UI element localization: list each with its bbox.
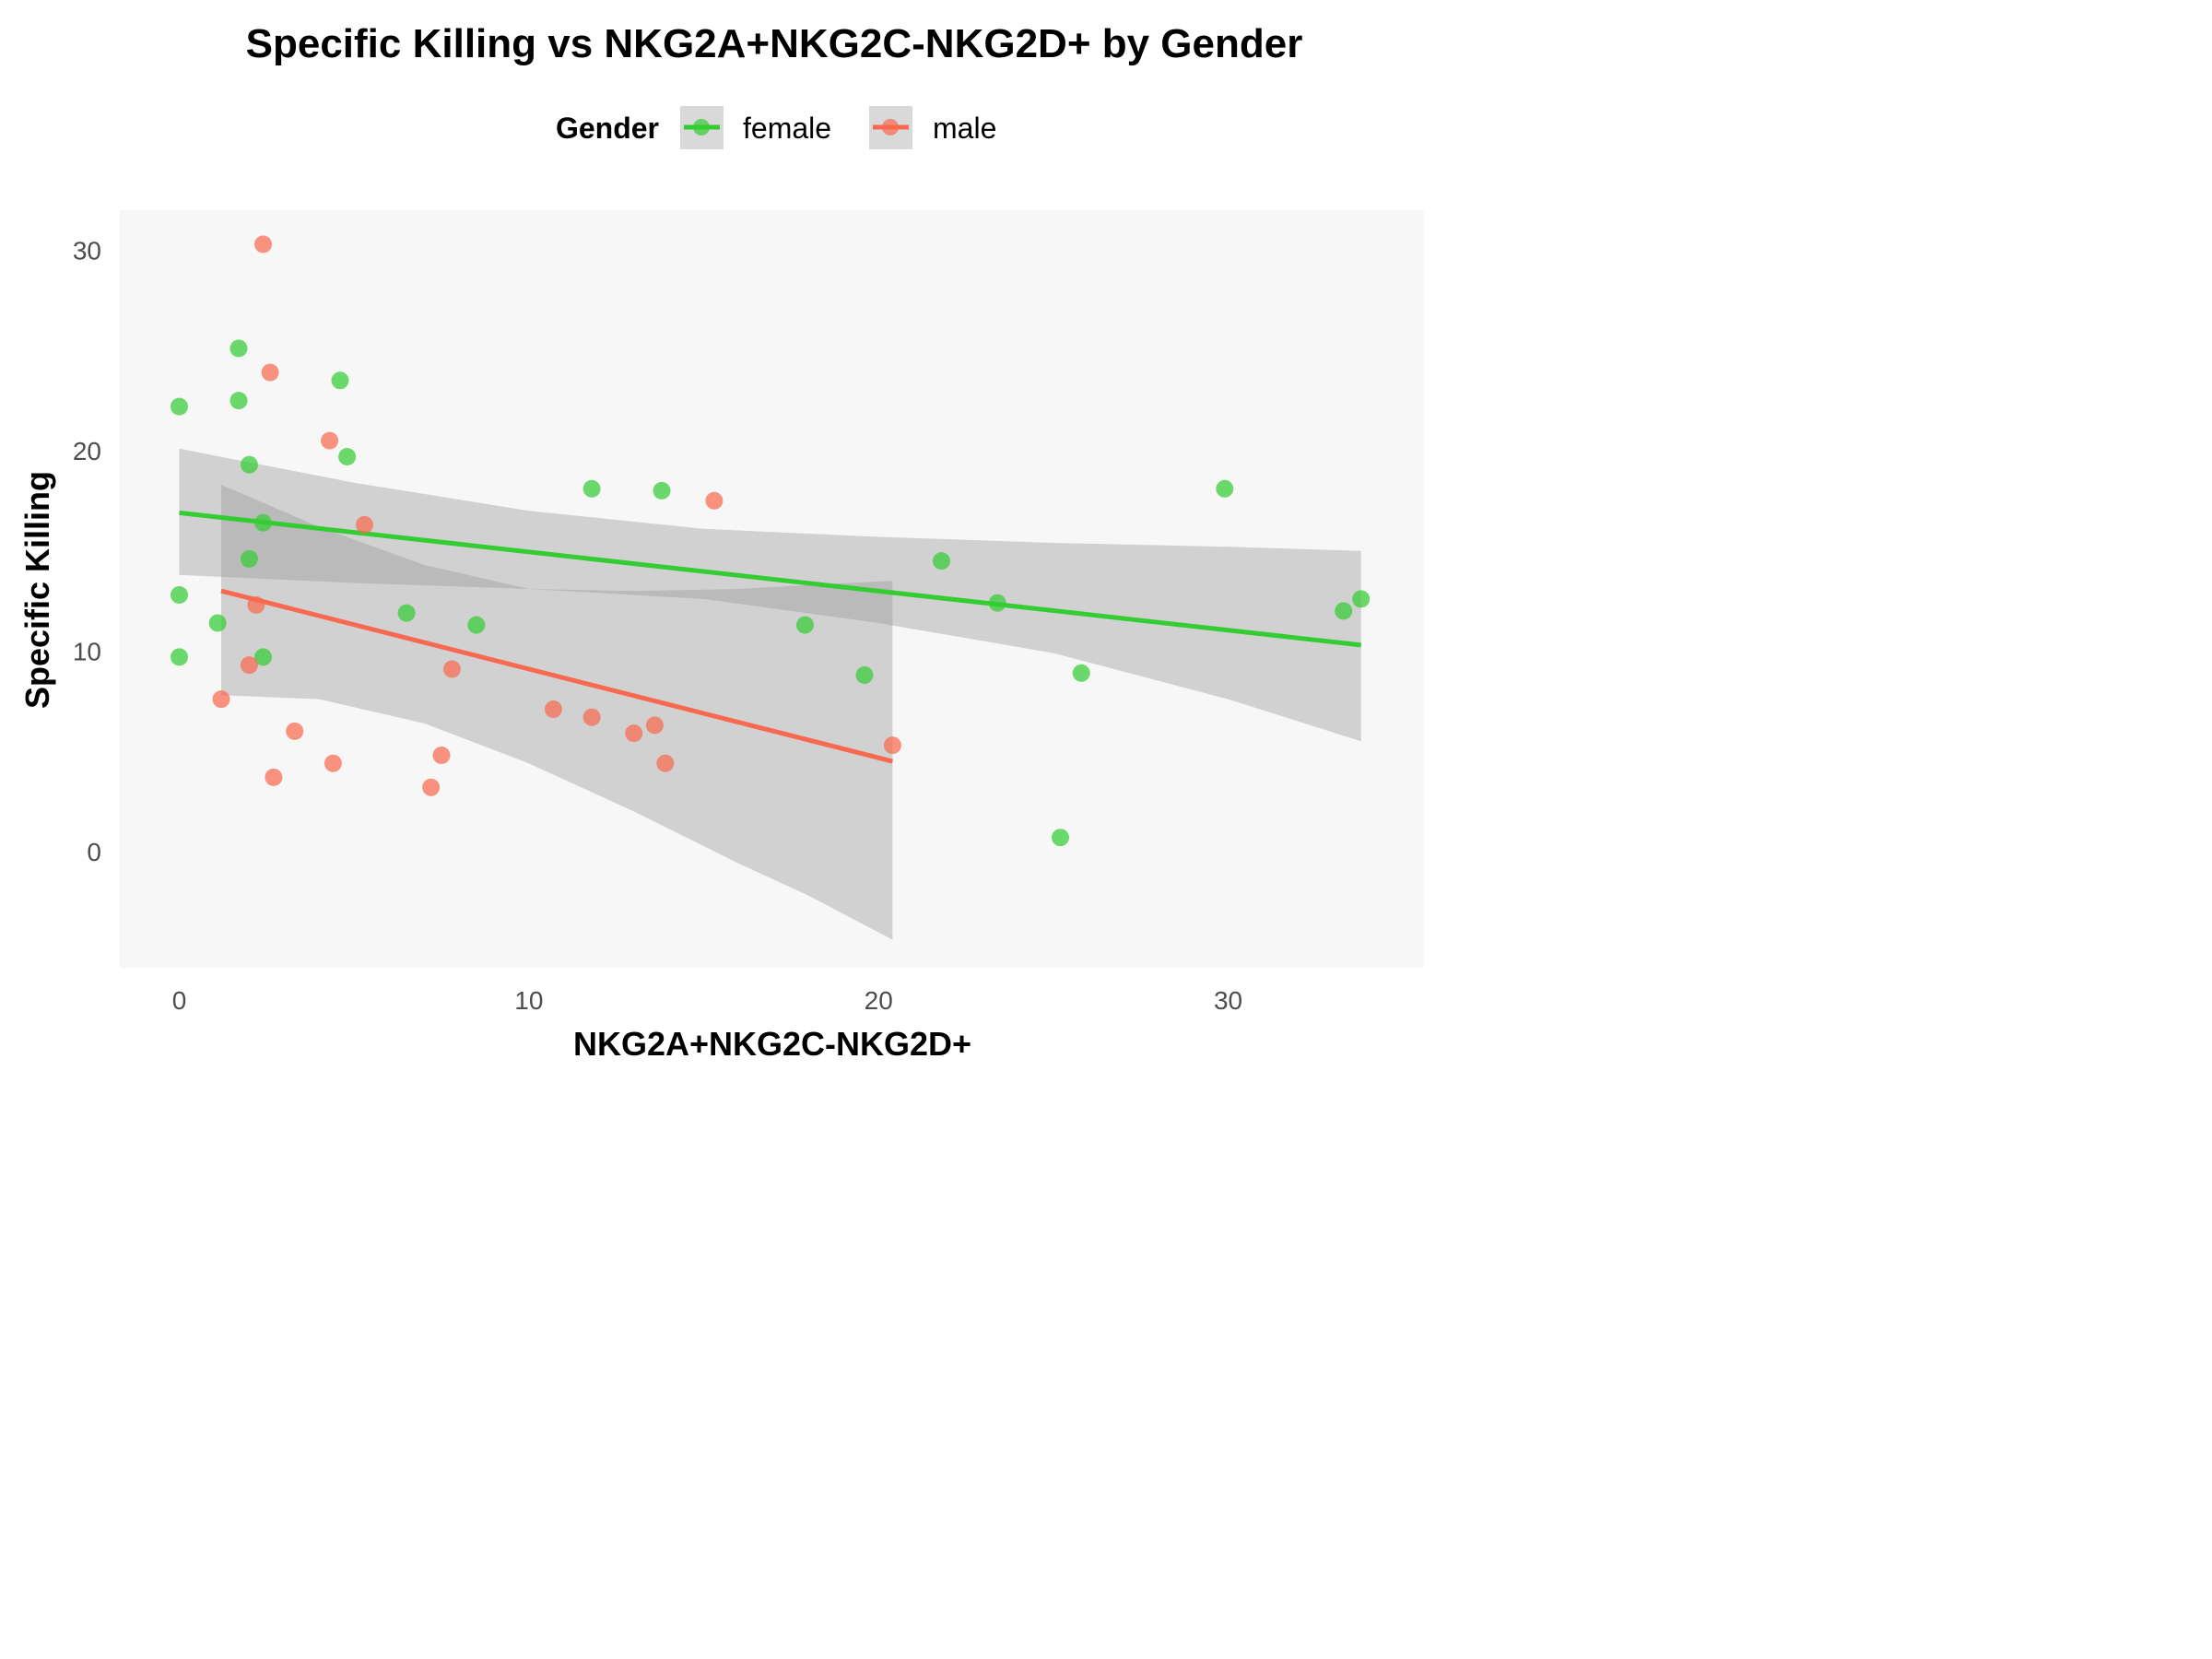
legend-item-male: male xyxy=(869,106,996,149)
point-male xyxy=(442,660,461,678)
chart-title: Specific Killing vs NKG2A+NKG2C-NKG2D+ b… xyxy=(246,21,1303,66)
point-male xyxy=(656,754,675,772)
point-female xyxy=(229,392,248,410)
point-female xyxy=(582,479,601,498)
legend-marker-male xyxy=(882,119,899,135)
point-male xyxy=(582,708,601,726)
point-male xyxy=(883,736,901,755)
point-male xyxy=(356,515,373,534)
point-female xyxy=(240,549,258,568)
point-male xyxy=(321,431,339,450)
point-female xyxy=(796,616,814,634)
point-female xyxy=(171,586,188,604)
point-female xyxy=(338,448,357,465)
scatter-chart: Specific Killing vs NKG2A+NKG2C-NKG2D+ b… xyxy=(18,21,1424,1063)
point-male xyxy=(432,747,451,764)
legend-marker-female xyxy=(693,119,710,135)
x-axis-ticks: 0 10 20 30 xyxy=(172,986,1242,1015)
point-female xyxy=(240,455,258,474)
point-female xyxy=(988,594,1006,612)
point-male xyxy=(544,700,562,718)
point-male xyxy=(625,724,643,743)
point-male xyxy=(212,690,230,709)
point-male xyxy=(645,716,664,735)
point-female xyxy=(855,666,874,684)
x-tick-label: 30 xyxy=(1214,986,1242,1015)
x-tick-label: 20 xyxy=(865,986,893,1015)
fit-line-female xyxy=(179,510,1361,648)
y-tick-label: 10 xyxy=(73,637,101,665)
point-male xyxy=(422,778,441,796)
point-male xyxy=(240,656,258,675)
point-female xyxy=(1335,602,1353,620)
point-male xyxy=(261,363,279,382)
point-female xyxy=(254,513,272,532)
point-male xyxy=(265,768,283,786)
point-female xyxy=(1352,590,1371,608)
point-male xyxy=(705,491,724,510)
point-female xyxy=(1216,479,1234,498)
y-tick-label: 30 xyxy=(73,236,101,265)
fit-lines xyxy=(179,510,1361,764)
plot-panel xyxy=(120,210,1424,968)
y-tick-label: 20 xyxy=(73,437,101,465)
point-female xyxy=(467,616,486,634)
point-female xyxy=(171,397,188,416)
point-male xyxy=(247,595,265,614)
y-axis-title: Specific Killing xyxy=(18,471,56,709)
x-axis-title: NKG2A+NKG2C-NKG2D+ xyxy=(573,1025,971,1063)
data-points xyxy=(171,235,1371,847)
x-tick-label: 0 xyxy=(172,986,187,1015)
point-male xyxy=(286,722,304,740)
point-female xyxy=(653,481,671,500)
x-tick-label: 10 xyxy=(514,986,543,1015)
point-male xyxy=(324,754,342,772)
point-female xyxy=(171,648,188,666)
point-male xyxy=(254,235,272,253)
legend-label-female: female xyxy=(743,112,831,145)
legend-title: Gender xyxy=(556,112,659,145)
point-female xyxy=(229,339,248,358)
legend: Gender female male xyxy=(556,106,996,149)
point-female xyxy=(1072,664,1090,682)
y-axis-ticks: 0 10 20 30 xyxy=(73,236,101,865)
legend-item-female: female xyxy=(680,106,831,149)
point-female xyxy=(331,371,349,390)
point-female xyxy=(933,552,950,571)
y-tick-label: 0 xyxy=(87,838,101,866)
point-female xyxy=(397,604,416,622)
point-female xyxy=(254,648,272,666)
fit-line-male xyxy=(220,588,893,764)
legend-label-male: male xyxy=(933,112,996,145)
point-female xyxy=(208,614,227,632)
confidence-band-female xyxy=(179,448,1361,742)
point-female xyxy=(1052,829,1069,847)
